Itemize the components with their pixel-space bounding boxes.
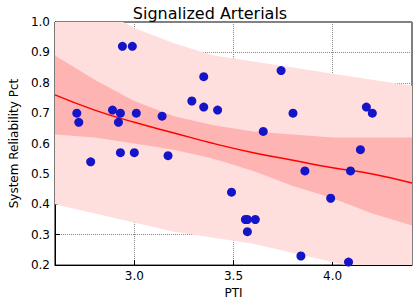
svg-text:0.7: 0.7	[31, 106, 50, 120]
svg-text:1.0: 1.0	[31, 15, 50, 29]
svg-text:System Reliability Pct: System Reliability Pct	[7, 78, 21, 208]
svg-text:3.5: 3.5	[224, 269, 243, 283]
svg-text:0.4: 0.4	[31, 197, 50, 211]
svg-text:0.6: 0.6	[31, 137, 50, 151]
svg-text:4.0: 4.0	[323, 269, 342, 283]
svg-text:PTI: PTI	[224, 286, 242, 300]
svg-text:3.0: 3.0	[125, 269, 144, 283]
svg-text:0.2: 0.2	[31, 258, 50, 272]
svg-text:Signalized Arterials: Signalized Arterials	[133, 4, 287, 23]
svg-text:0.5: 0.5	[31, 167, 50, 181]
svg-text:0.9: 0.9	[31, 45, 50, 59]
svg-text:0.3: 0.3	[31, 228, 50, 242]
svg-text:0.8: 0.8	[31, 76, 50, 90]
